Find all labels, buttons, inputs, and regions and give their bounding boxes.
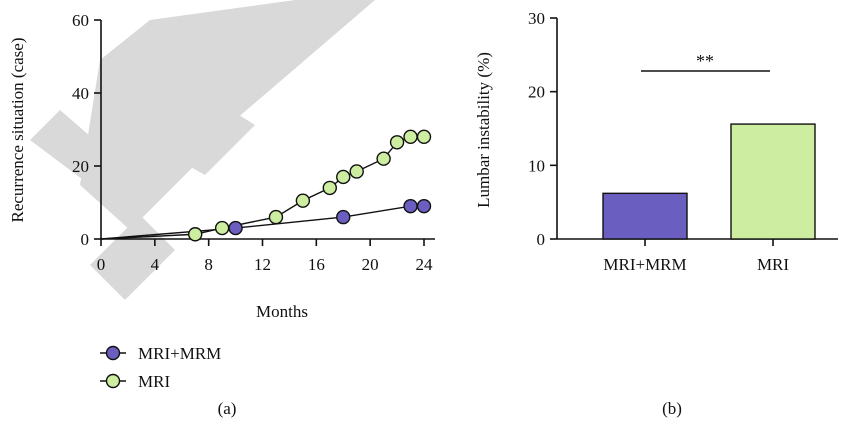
data-point-mri xyxy=(214,220,230,236)
data-point-mri xyxy=(188,227,203,242)
data-point-mri xyxy=(336,169,351,185)
panel-b-y-tick-label: 20 xyxy=(528,83,545,102)
panel-b-bar-chart: 0 10 20 30 MRI+MRM MRI ** Lumbar instability… xyxy=(474,9,838,418)
data-point-mri-mrm xyxy=(336,209,351,225)
panel-a-y-tick-label: 0 xyxy=(81,230,90,249)
data-point-mri-mrm xyxy=(228,220,243,236)
panel-a-x-tick-label: 4 xyxy=(151,255,160,274)
panel-b-label: (b) xyxy=(662,399,682,418)
panel-a-y-axis-label: Recurrence situation (case) xyxy=(8,37,27,222)
panel-a-x-tick-label: 16 xyxy=(308,255,325,274)
legend-label: MRI xyxy=(138,372,170,391)
data-point-mri xyxy=(376,151,391,166)
panel-b-y-tick-label: 0 xyxy=(537,230,546,249)
data-point-mri xyxy=(389,135,405,150)
data-point-mri xyxy=(416,129,432,145)
panel-b-category-label: MRI+MRM xyxy=(603,255,686,274)
panel-b-y-axis-label: Lumbar instability (%) xyxy=(474,52,493,208)
data-point-mri xyxy=(295,193,311,208)
panel-a-x-tick-label: 20 xyxy=(362,255,379,274)
legend-label: MRI+MRM xyxy=(138,344,221,363)
legend-marker xyxy=(105,373,121,389)
data-point-mri xyxy=(349,164,364,179)
watermark xyxy=(30,0,375,300)
panel-a-x-tick-label: 8 xyxy=(204,255,213,274)
data-point-mri xyxy=(268,209,284,225)
data-point-mri-mrm xyxy=(403,198,418,214)
panel-a-y-tick-label: 60 xyxy=(72,11,89,30)
panel-a-x-tick-label: 24 xyxy=(416,255,434,274)
legend-marker xyxy=(105,345,121,361)
panel-b-y-tick-label: 30 xyxy=(528,9,545,28)
panel-a-y-tick-label: 20 xyxy=(72,157,89,176)
data-point-mri-mrm xyxy=(416,198,432,214)
significance-annotation: ** xyxy=(696,51,714,71)
bar-mri-mrm xyxy=(602,192,688,240)
data-point-mri xyxy=(403,129,418,145)
panel-a-line-chart: 0 20 40 60 0 4 8 12 16 20 24 Recurrence situation… xyxy=(8,11,435,418)
panel-a-x-tick-label: 0 xyxy=(97,255,106,274)
panel-b-y-tick-label: 10 xyxy=(528,156,545,175)
panel-a-y-tick-label: 40 xyxy=(72,84,89,103)
panel-a-x-tick-label: 12 xyxy=(254,255,271,274)
panel-a-legend: MRI+MRM MRI xyxy=(100,344,221,391)
bar-mri xyxy=(730,123,816,240)
panel-b-category-label: MRI xyxy=(757,255,789,274)
panel-a-label: (a) xyxy=(218,399,237,418)
panel-a-x-axis-label: Months xyxy=(256,302,308,321)
data-point-mri xyxy=(322,180,337,196)
